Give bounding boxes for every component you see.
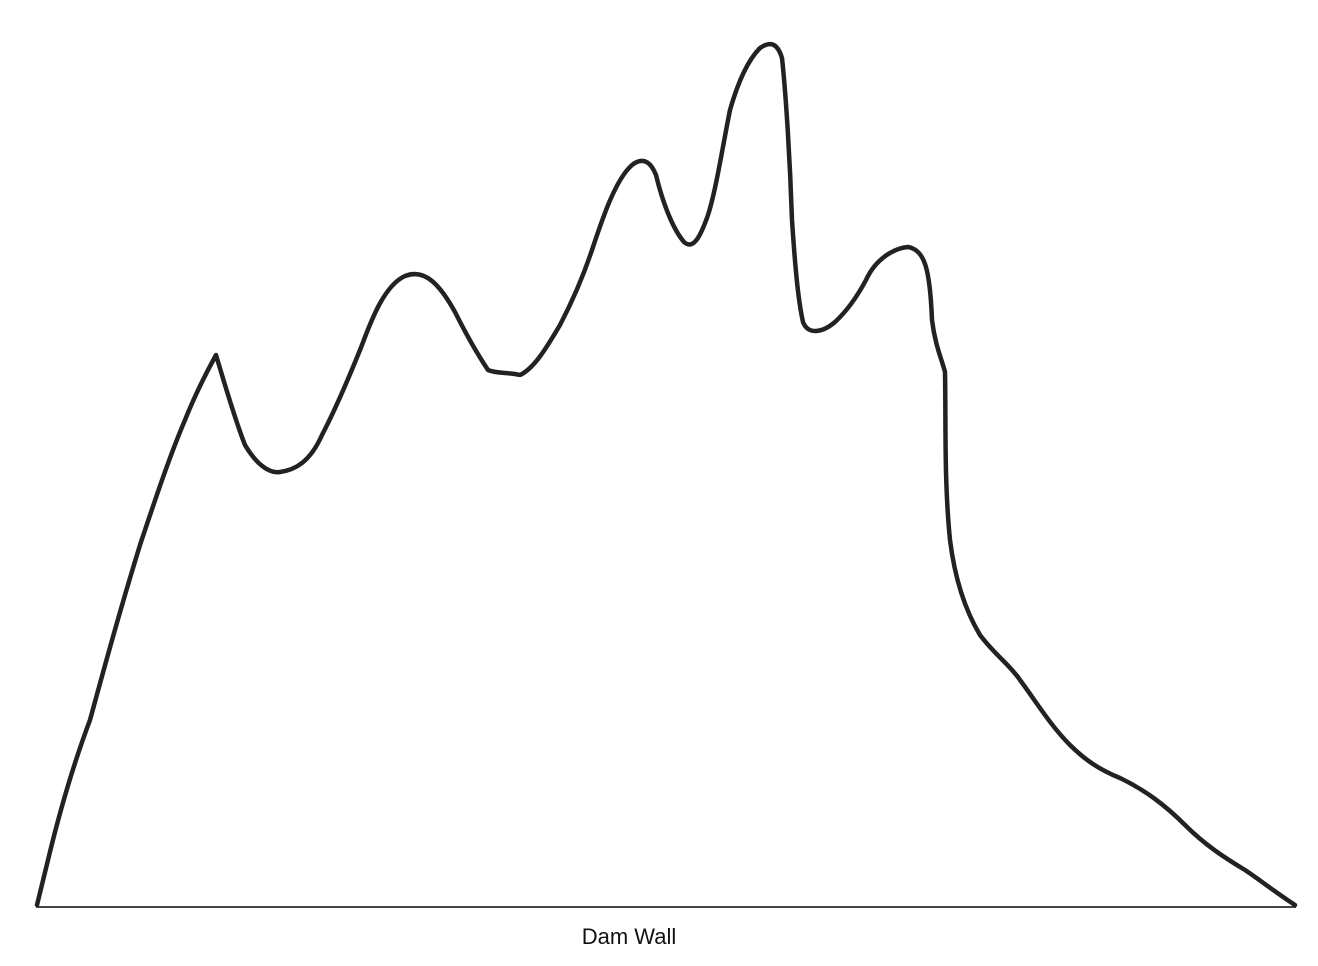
dam-wall-label: Dam Wall — [581, 924, 677, 949]
terrain-outline — [34, 41, 1298, 908]
